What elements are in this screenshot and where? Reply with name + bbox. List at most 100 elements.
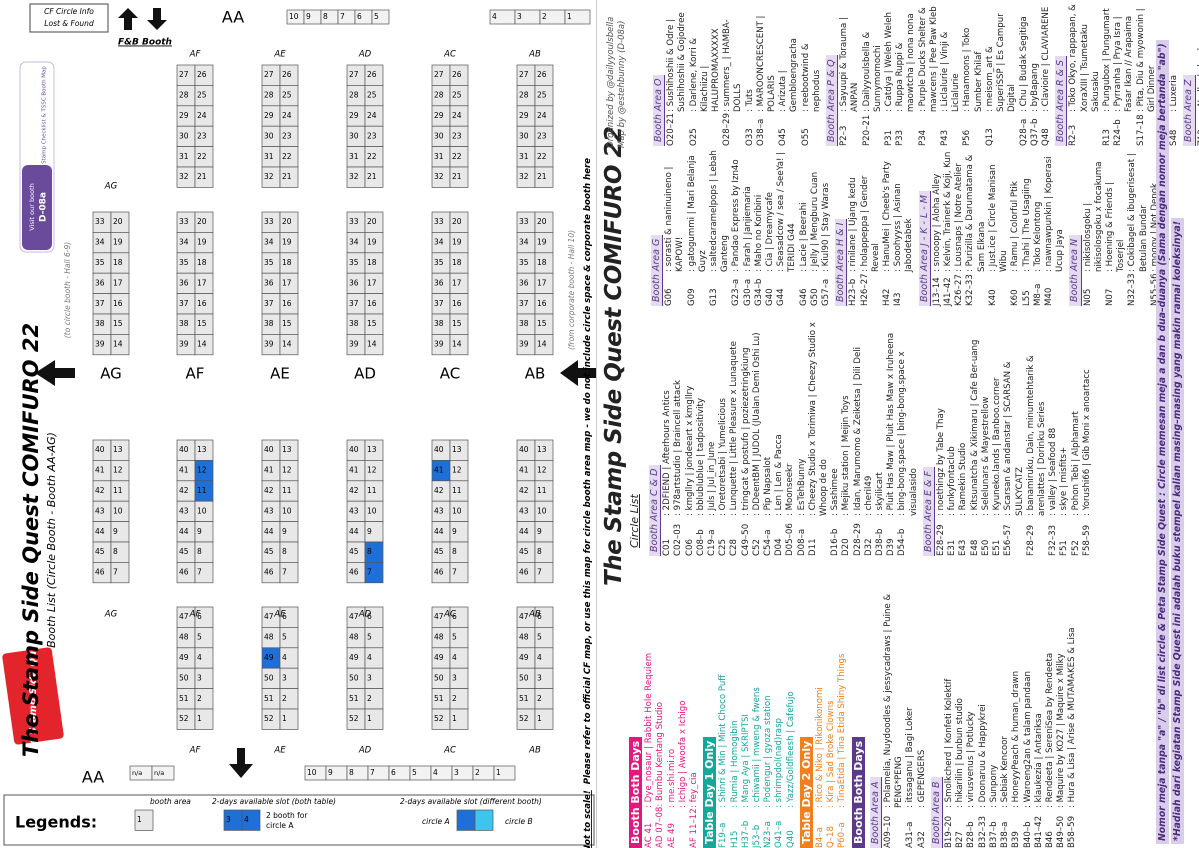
booth-number: 2 [197,694,202,703]
booth-number: 23 [537,131,547,140]
booth-number: 22 [367,152,377,161]
booth-code: P60–a [837,822,848,848]
booth-code: H26–27 [859,273,870,306]
booth-number: 45 [434,547,444,556]
booth-cell [194,562,214,584]
booth-number: 17 [537,278,547,287]
booth-number: 47 [264,612,274,621]
booth-number: 22 [197,152,207,161]
section-heading: Booth Area P & Q [826,55,839,146]
booth-number: 29 [179,111,189,120]
booth-number: 30 [179,131,189,140]
entry: P2–3: Sayuupi & Torauma | ANPAN [839,0,861,146]
section: Booth Area J - K - L - M J13–14: snooopy … [916,150,1067,306]
booth-number: 4 [537,653,542,662]
entry: J53–b: chiwamii | mweng & fwens [752,562,763,848]
booth-number: 31 [349,152,359,161]
booth-number: 35 [519,258,529,267]
booth-number: 20 [452,217,462,226]
circle-name: : Kyuneko.lands | Banboo.corner [992,377,1003,516]
booth-cell [474,809,494,831]
footer-line: Nomor meja tanpa "a" / "b" di list circl… [1156,40,1169,844]
entry: B40–b: Waroeng2an & talam pandaan [1023,562,1034,848]
booth-number: 33 [264,217,274,226]
entry: H42: HanuMei | Cheeb's Party [882,150,893,306]
booth-number: 8 [323,12,328,21]
column-label: AD [358,50,372,60]
booth-number: 34 [349,238,359,247]
circle-name: : Liclalurie | Vinji & Liclalurie [940,31,962,112]
entry: J13–14: snooopy | Aloha Alley [932,150,943,306]
entry: D11: Cheezy Studio x Torimiwa | Cheezy S… [808,310,830,556]
booth-cell [194,334,214,356]
section-heading: Booth Area R & S [1055,55,1068,146]
entry: Q40: Yazz/Goldfleesh | Cafefujo [786,562,797,848]
booth-number: n/a [154,769,164,777]
sticker [2,647,64,745]
booth-number: 27 [519,70,529,79]
booth-number: 12 [367,466,377,475]
entry: O41–a: shrimpdol(nad)rasp [774,562,785,848]
entry: E56–57: Scarsan & andanstar | SCARSAN & … [1003,310,1025,556]
circle-name: : Kelvin, Trainerk & Koji, Kun [943,151,954,272]
booth-code: B39 [1011,831,1022,848]
credit: Map by @estehbunny (D-08a) [617,20,627,148]
booth-number: 11 [367,486,377,495]
booth-code: AE 49 [666,823,677,848]
booth-number: 37 [434,299,444,308]
circle-name: : Kira | Sad Broke Clowns [826,700,837,808]
circle-name: : Hanamoons | Toko Sumber Khilaf [962,27,984,112]
entry: O20–21: Sushihoshii & Odre | Sushihoshii… [666,0,688,146]
circle-name: : Ramekin Studio [958,442,969,516]
booth-number: 7 [537,568,542,577]
booth-number: 19 [537,238,547,247]
arrow-down [147,8,167,30]
booth-number: 41 [95,466,105,475]
booth-code: B28–b [966,821,977,848]
circle-name: : 978artstudio | Braincell attack [673,380,684,516]
booth-cell [449,334,469,356]
booth-number: 20 [197,217,207,226]
booth-number: 38 [434,319,444,328]
booth-cell [364,708,384,730]
booth-cell [151,765,175,781]
booth-code: B46 [1044,831,1055,848]
booth-number: 38 [264,319,274,328]
booth-code: E28–29 [936,524,947,556]
booth-code: D54–b [897,528,908,556]
booth-code: H42 [882,288,893,306]
booth-number: 16 [197,299,207,308]
column-label: AC [443,610,456,620]
booth-cell [110,562,130,584]
booth-number: 25 [367,91,377,100]
entry: D38–b: skyilicart [875,310,886,556]
booth-code: K60 [1010,289,1021,306]
entry: B27: hikarilin | bunbun studio [955,562,966,848]
circle-name: : Moonseekr [785,463,796,516]
column-label: AD [354,365,376,383]
booth-number: 43 [519,506,529,515]
booth-number: 20 [113,217,123,226]
booth-number: 48 [264,633,274,642]
booth-number: 30 [434,131,444,140]
entry: N05: nikisolosgoku | nikisolosgoku x foc… [1083,150,1105,306]
booth-number: 1 [452,714,457,723]
booth-code: C49–50 [740,523,751,556]
booth-number: 52 [349,714,359,723]
booth-number: 34 [519,238,529,247]
entry: G09: gatogummi | Mari Belanja Guyz [687,150,709,306]
circle-name: : Sashimee [830,468,841,516]
booth-number: 25 [537,91,547,100]
booth-number: 32 [434,172,444,181]
column-label: AC [443,746,456,756]
circle-name: : Len | Len & Pacca [774,434,785,516]
circle-name: : Sooohyyss | Asinan Jabodetabek [893,183,915,272]
booth-number: 27 [434,70,444,79]
booth-code: B38–a [1000,821,1011,848]
booth-number: 40 [264,445,274,454]
circle-name: : Pungubox | Pungumart [1101,8,1112,112]
booth-number: 46 [519,568,529,577]
booth-number: 26 [452,70,462,79]
booth-number: 29 [264,111,274,120]
booth-code: K32–33 [965,274,976,306]
